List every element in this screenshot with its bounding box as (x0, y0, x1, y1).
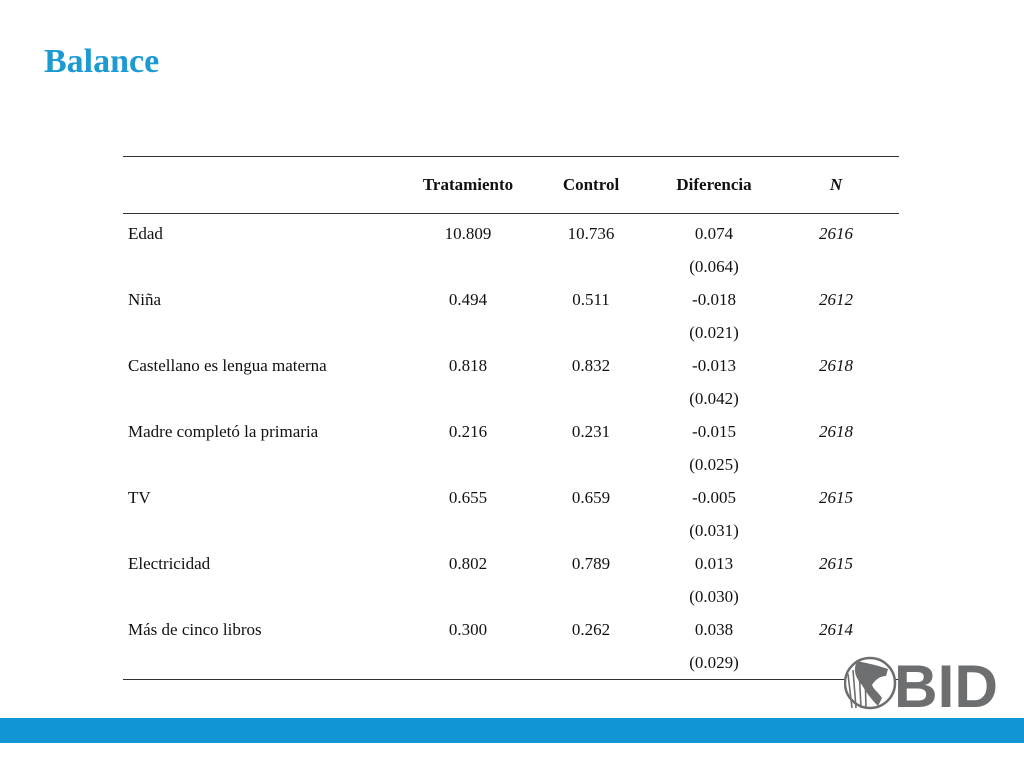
empty-cell (527, 382, 655, 415)
table-row-se: (0.042) (123, 382, 899, 415)
bid-logo: BID (844, 653, 998, 710)
table-row: Electricidad 0.802 0.789 0.013 2615 (123, 547, 899, 580)
table-row-se: (0.031) (123, 514, 899, 547)
empty-cell (409, 514, 527, 547)
empty-cell (409, 580, 527, 613)
empty-cell (123, 580, 409, 613)
empty-cell (527, 448, 655, 481)
table-row: TV 0.655 0.659 -0.005 2615 (123, 481, 899, 514)
n-value: 2615 (819, 487, 853, 507)
standard-error-value: (0.021) (689, 322, 739, 342)
empty-cell (527, 580, 655, 613)
n-value: 2614 (819, 619, 853, 639)
slide-title: Balance (44, 43, 160, 80)
empty-cell (409, 448, 527, 481)
standard-error-value: (0.031) (689, 520, 739, 540)
table-row: Edad 10.809 10.736 0.074 2616 (123, 214, 899, 251)
treatment-value: 0.802 (448, 553, 488, 573)
treatment-value: 10.809 (444, 223, 492, 243)
empty-cell (123, 646, 409, 680)
row-label: Más de cinco libros (128, 619, 262, 639)
standard-error-value: (0.025) (689, 454, 739, 474)
treatment-value: 0.818 (448, 355, 488, 375)
difference-value: -0.013 (692, 355, 736, 375)
treatment-value: 0.216 (448, 421, 488, 441)
difference-value: 0.038 (694, 619, 734, 639)
control-value: 10.736 (567, 223, 615, 243)
empty-cell (409, 316, 527, 349)
n-value: 2618 (819, 355, 853, 375)
table-row: Madre completó la primaria 0.216 0.231 -0.0… (123, 415, 899, 448)
header-n: N (829, 175, 843, 194)
n-value: 2615 (819, 553, 853, 573)
empty-cell (773, 514, 899, 547)
control-value: 0.511 (572, 289, 610, 309)
control-value: 0.832 (571, 355, 611, 375)
empty-cell (773, 448, 899, 481)
difference-value: -0.005 (692, 487, 736, 507)
empty-cell (409, 382, 527, 415)
control-value: 0.262 (571, 619, 611, 639)
n-value: 2616 (819, 223, 853, 243)
row-label: Electricidad (128, 553, 211, 573)
difference-value: -0.015 (692, 421, 736, 441)
header-difference: Diferencia (676, 175, 752, 194)
empty-cell (123, 382, 409, 415)
control-value: 0.789 (571, 553, 611, 573)
bid-logo-text: BID (894, 653, 998, 710)
empty-cell (123, 250, 409, 283)
empty-cell (773, 382, 899, 415)
standard-error-value: (0.042) (689, 388, 739, 408)
header-control: Control (562, 175, 620, 194)
header-treatment: Tratamiento (422, 175, 514, 194)
empty-cell (773, 316, 899, 349)
row-label: Edad (128, 223, 163, 243)
empty-cell (123, 514, 409, 547)
empty-cell (527, 514, 655, 547)
row-label: Niña (128, 289, 162, 309)
standard-error-value: (0.029) (689, 652, 739, 672)
control-value: 0.659 (571, 487, 611, 507)
table-row-se: (0.021) (123, 316, 899, 349)
empty-cell (773, 250, 899, 283)
table-header-row: Tratamiento Control Diferencia N (123, 156, 899, 214)
empty-cell (123, 316, 409, 349)
table-row: Castellano es lengua materna 0.818 0.832 -0… (123, 349, 899, 382)
empty-cell (123, 448, 409, 481)
empty-cell (409, 646, 527, 680)
treatment-value: 0.300 (448, 619, 488, 639)
row-label: TV (128, 487, 151, 507)
table-row-se: (0.029) (123, 646, 899, 680)
row-label: Madre completó la primaria (128, 421, 319, 441)
difference-value: -0.018 (692, 289, 736, 309)
empty-cell (527, 316, 655, 349)
n-value: 2618 (819, 421, 853, 441)
empty-cell (527, 646, 655, 680)
empty-cell (527, 250, 655, 283)
empty-cell (773, 580, 899, 613)
standard-error-value: (0.064) (689, 256, 739, 276)
table-row-se: (0.064) (123, 250, 899, 283)
globe-americas-icon (844, 656, 897, 710)
table-row: Niña 0.494 0.511 -0.018 2612 (123, 283, 899, 316)
header-label (123, 157, 409, 214)
treatment-value: 0.494 (448, 289, 488, 309)
empty-cell (409, 250, 527, 283)
n-value: 2612 (819, 289, 853, 309)
treatment-value: 0.655 (448, 487, 488, 507)
table-body: Edad 10.809 10.736 0.074 2616 (0.064) Niña 0.49… (123, 214, 899, 680)
balance-table: Tratamiento Control Diferencia N Edad 10.… (123, 156, 899, 680)
table-row-se: (0.030) (123, 580, 899, 613)
footer-bar (0, 718, 1024, 743)
control-value: 0.231 (571, 421, 611, 441)
difference-value: 0.074 (694, 223, 734, 243)
row-label: Castellano es lengua materna (128, 355, 327, 375)
table-row-se: (0.025) (123, 448, 899, 481)
standard-error-value: (0.030) (689, 586, 739, 606)
table-row: Más de cinco libros 0.300 0.262 0.038 2614 (123, 613, 899, 646)
difference-value: 0.013 (694, 553, 734, 573)
